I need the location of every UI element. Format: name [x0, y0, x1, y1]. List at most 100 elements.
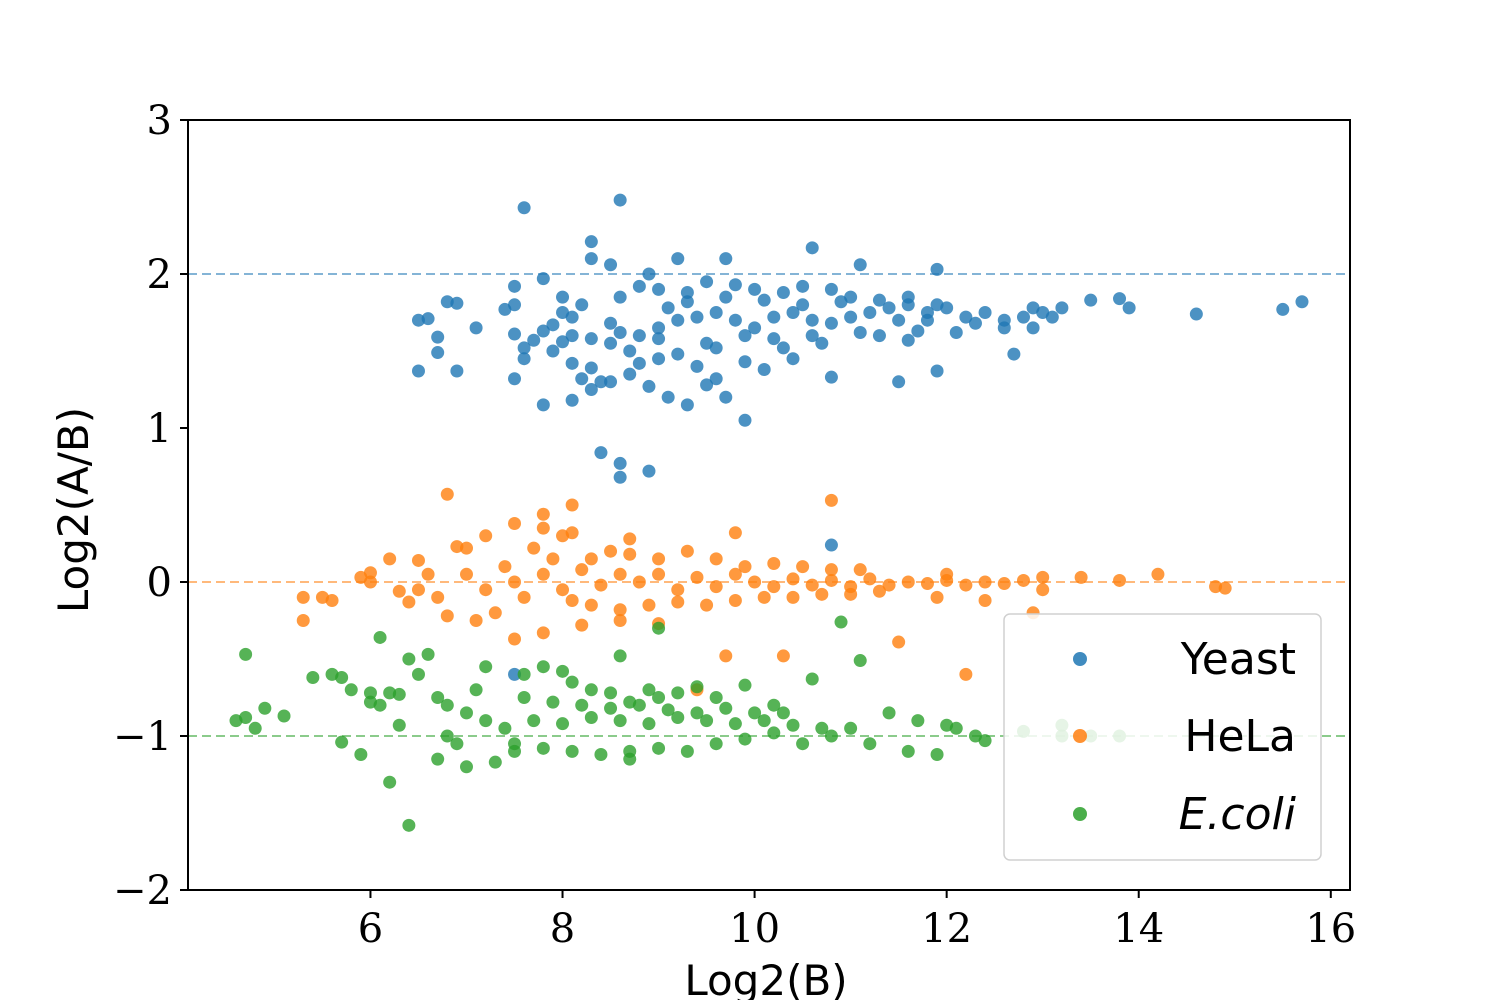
point-yeast-28	[546, 318, 560, 332]
point-e-coli-51	[805, 672, 819, 686]
point-yeast-44	[642, 379, 656, 393]
point-e-coli-54	[911, 714, 925, 728]
point-yeast-64	[805, 313, 819, 327]
point-hela-69	[584, 552, 598, 566]
point-yeast-8	[805, 241, 819, 255]
point-e-coli-24	[440, 729, 454, 743]
point-yeast-66	[844, 310, 858, 324]
point-yeast-129	[834, 295, 848, 309]
point-yeast-53	[604, 336, 618, 350]
point-e-coli-14	[373, 698, 387, 712]
point-hela-66	[776, 649, 790, 663]
point-hela-62	[1218, 581, 1232, 595]
point-yeast-132	[556, 290, 570, 304]
point-hela-88	[815, 587, 829, 601]
point-e-coli-53	[882, 706, 896, 720]
point-yeast-15	[440, 295, 454, 309]
point-yeast-114	[584, 332, 598, 346]
point-yeast-24	[508, 327, 522, 341]
point-yeast-36	[575, 372, 589, 386]
point-yeast-127	[757, 293, 771, 307]
point-hela-71	[623, 547, 637, 561]
point-e-coli-50	[767, 698, 781, 712]
point-e-coli-77	[536, 741, 550, 755]
point-yeast-85	[930, 364, 944, 378]
point-yeast-105	[872, 293, 886, 307]
point-yeast-122	[949, 326, 963, 340]
point-yeast-26	[527, 333, 541, 347]
point-yeast-2	[584, 235, 598, 249]
point-yeast-89	[757, 362, 771, 376]
point-yeast-101	[776, 285, 790, 299]
y-tick-label-0: −2	[113, 868, 172, 914]
point-hela-91	[930, 590, 944, 604]
point-e-coli-37	[536, 660, 550, 674]
point-yeast-80	[1122, 301, 1136, 315]
point-hela-79	[853, 563, 867, 577]
point-hela-36	[652, 567, 666, 581]
point-yeast-79	[1113, 292, 1127, 306]
point-yeast-86	[892, 375, 906, 389]
point-hela-50	[920, 577, 934, 591]
point-e-coli-70	[738, 732, 752, 746]
point-e-coli-48	[709, 691, 723, 704]
point-e-coli-101	[776, 706, 790, 720]
point-yeast-68	[882, 301, 896, 315]
point-e-coli-104	[623, 752, 637, 766]
point-hela-58	[1074, 570, 1088, 584]
point-e-coli-52	[853, 654, 867, 668]
point-hela-44	[805, 578, 819, 592]
point-yeast-84	[1007, 347, 1021, 361]
point-yeast-60	[728, 313, 742, 327]
point-yeast-52	[623, 344, 637, 358]
point-yeast-62	[767, 310, 781, 324]
point-e-coli-23	[440, 698, 454, 712]
point-yeast-106	[901, 290, 915, 304]
point-hela-17	[296, 590, 310, 604]
point-e-coli-86	[700, 714, 714, 728]
legend-label-ecoli: E.coli	[1179, 789, 1297, 840]
point-hela-8	[479, 529, 493, 543]
point-yeast-143	[901, 333, 915, 347]
point-hela-1	[565, 498, 579, 512]
point-yeast-78	[1084, 293, 1098, 307]
point-e-coli-98	[690, 706, 704, 720]
legend: Yeast HeLa E.coli	[1003, 613, 1322, 861]
point-hela-94	[498, 560, 512, 574]
point-hela-38	[690, 570, 704, 584]
point-yeast-139	[920, 313, 934, 327]
point-yeast-109	[613, 456, 627, 470]
point-yeast-14	[421, 312, 435, 326]
point-hela-100	[978, 593, 992, 607]
point-e-coli-15	[373, 630, 387, 644]
point-e-coli-38	[556, 664, 570, 678]
point-yeast-128	[796, 298, 810, 312]
point-yeast-108	[594, 446, 608, 460]
point-e-coli-79	[498, 721, 512, 735]
point-e-coli-8	[335, 670, 349, 684]
point-yeast-5	[642, 267, 656, 281]
point-yeast-0	[517, 201, 531, 215]
point-yeast-46	[680, 398, 694, 412]
point-hela-96	[546, 552, 560, 566]
y-tick-label-4: 2	[147, 252, 172, 298]
point-hela-73	[680, 544, 694, 558]
point-hela-22	[469, 614, 483, 627]
point-e-coli-58	[978, 734, 992, 748]
point-e-coli-89	[786, 718, 800, 732]
point-e-coli-96	[632, 698, 646, 712]
point-hela-19	[392, 584, 406, 598]
point-hela-104	[527, 541, 541, 555]
point-hela-21	[440, 609, 454, 623]
point-hela-61	[1209, 580, 1223, 594]
point-e-coli-17	[392, 718, 406, 732]
point-hela-106	[402, 595, 416, 609]
point-hela-56	[1036, 570, 1050, 584]
point-hela-55	[1016, 573, 1030, 587]
x-tick-label-0: 6	[358, 906, 383, 952]
point-yeast-6	[671, 252, 685, 266]
point-yeast-121	[911, 324, 925, 338]
point-e-coli-25	[431, 752, 445, 766]
point-yeast-94	[613, 290, 627, 304]
legend-marker-hela	[1073, 729, 1087, 743]
